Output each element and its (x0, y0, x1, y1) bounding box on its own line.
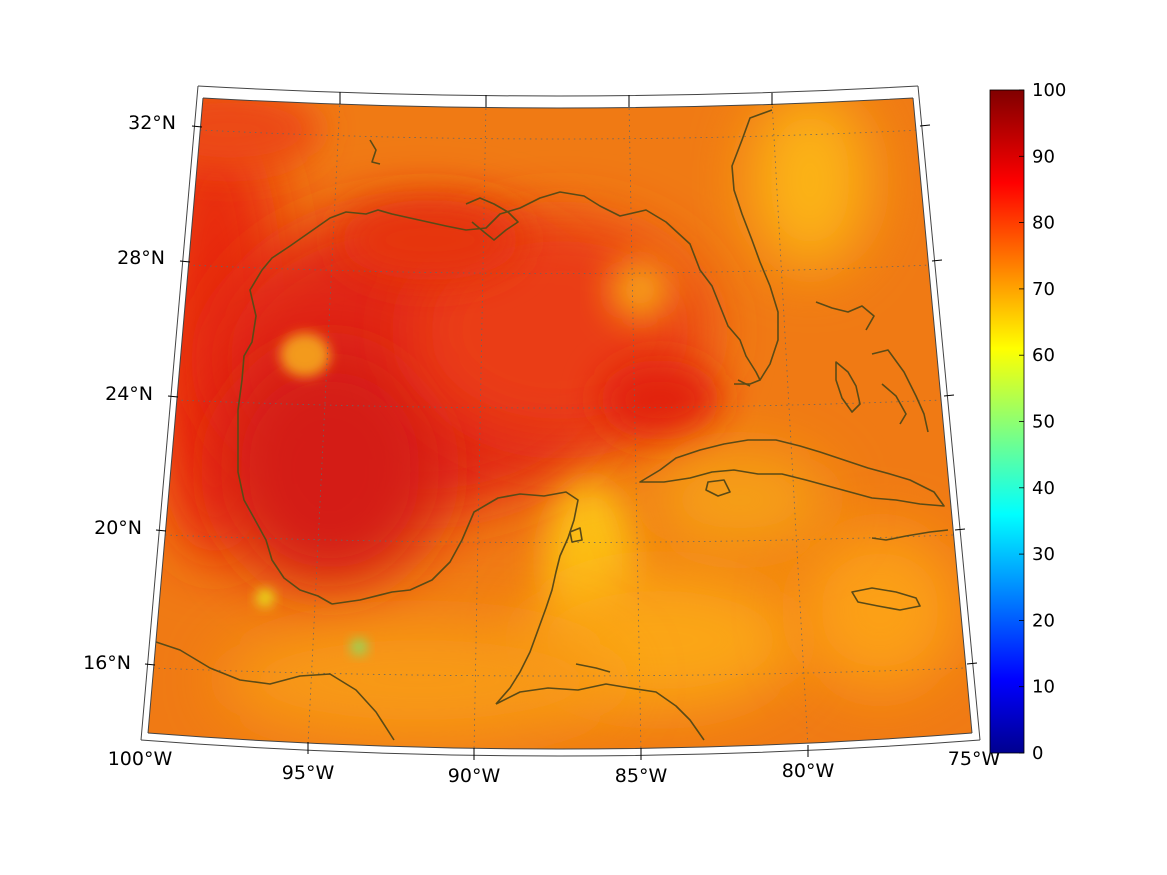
colorbar-tick-label: 70 (1032, 279, 1055, 300)
lon-label-100w: 100°W (108, 748, 173, 770)
lon-label-80w: 80°W (782, 760, 835, 782)
graticule (152, 99, 966, 749)
lon-label-85w: 85°W (615, 765, 668, 787)
map-frame (140, 85, 981, 757)
lon-label-75w: 75°W (948, 748, 1001, 770)
lat-label-16n: 16°N (83, 652, 131, 674)
longitude-labels: 100°W 95°W 90°W 85°W 80°W 75°W (108, 748, 1001, 787)
colorbar-tick-label: 90 (1032, 146, 1055, 167)
latitude-labels: 32°N 28°N 24°N 20°N 16°N (83, 112, 176, 674)
lon-label-90w: 90°W (448, 765, 501, 787)
lat-label-32n: 32°N (128, 112, 176, 134)
colorbar-ticks: 0 10 20 30 40 50 60 70 80 90 100 (1019, 80, 1066, 764)
lat-label-20n: 20°N (94, 517, 142, 539)
lon-label-95w: 95°W (282, 762, 335, 784)
colorbar-tick-label: 0 (1032, 743, 1043, 764)
lat-label-24n: 24°N (105, 383, 153, 405)
colorbar-tick-label: 60 (1032, 345, 1055, 366)
frame-ticks (144, 92, 978, 760)
colorbar-tick-label: 80 (1032, 213, 1055, 234)
colorbar-tick-label: 40 (1032, 478, 1055, 499)
colorbar: 0 10 20 30 40 50 60 70 80 90 100 (989, 80, 1066, 764)
colorbar-tick-label: 50 (1032, 412, 1055, 433)
colorbar-tick-label: 10 (1032, 677, 1055, 698)
colorbar-tick-label: 30 (1032, 544, 1055, 565)
lat-label-28n: 28°N (117, 247, 165, 269)
coastlines (149, 109, 949, 741)
colorbar-tick-label: 20 (1032, 610, 1055, 631)
colorbar-tick-label: 100 (1032, 80, 1066, 101)
relative-humidity-field (148, 98, 972, 749)
colorbar-gradient (989, 89, 1025, 754)
